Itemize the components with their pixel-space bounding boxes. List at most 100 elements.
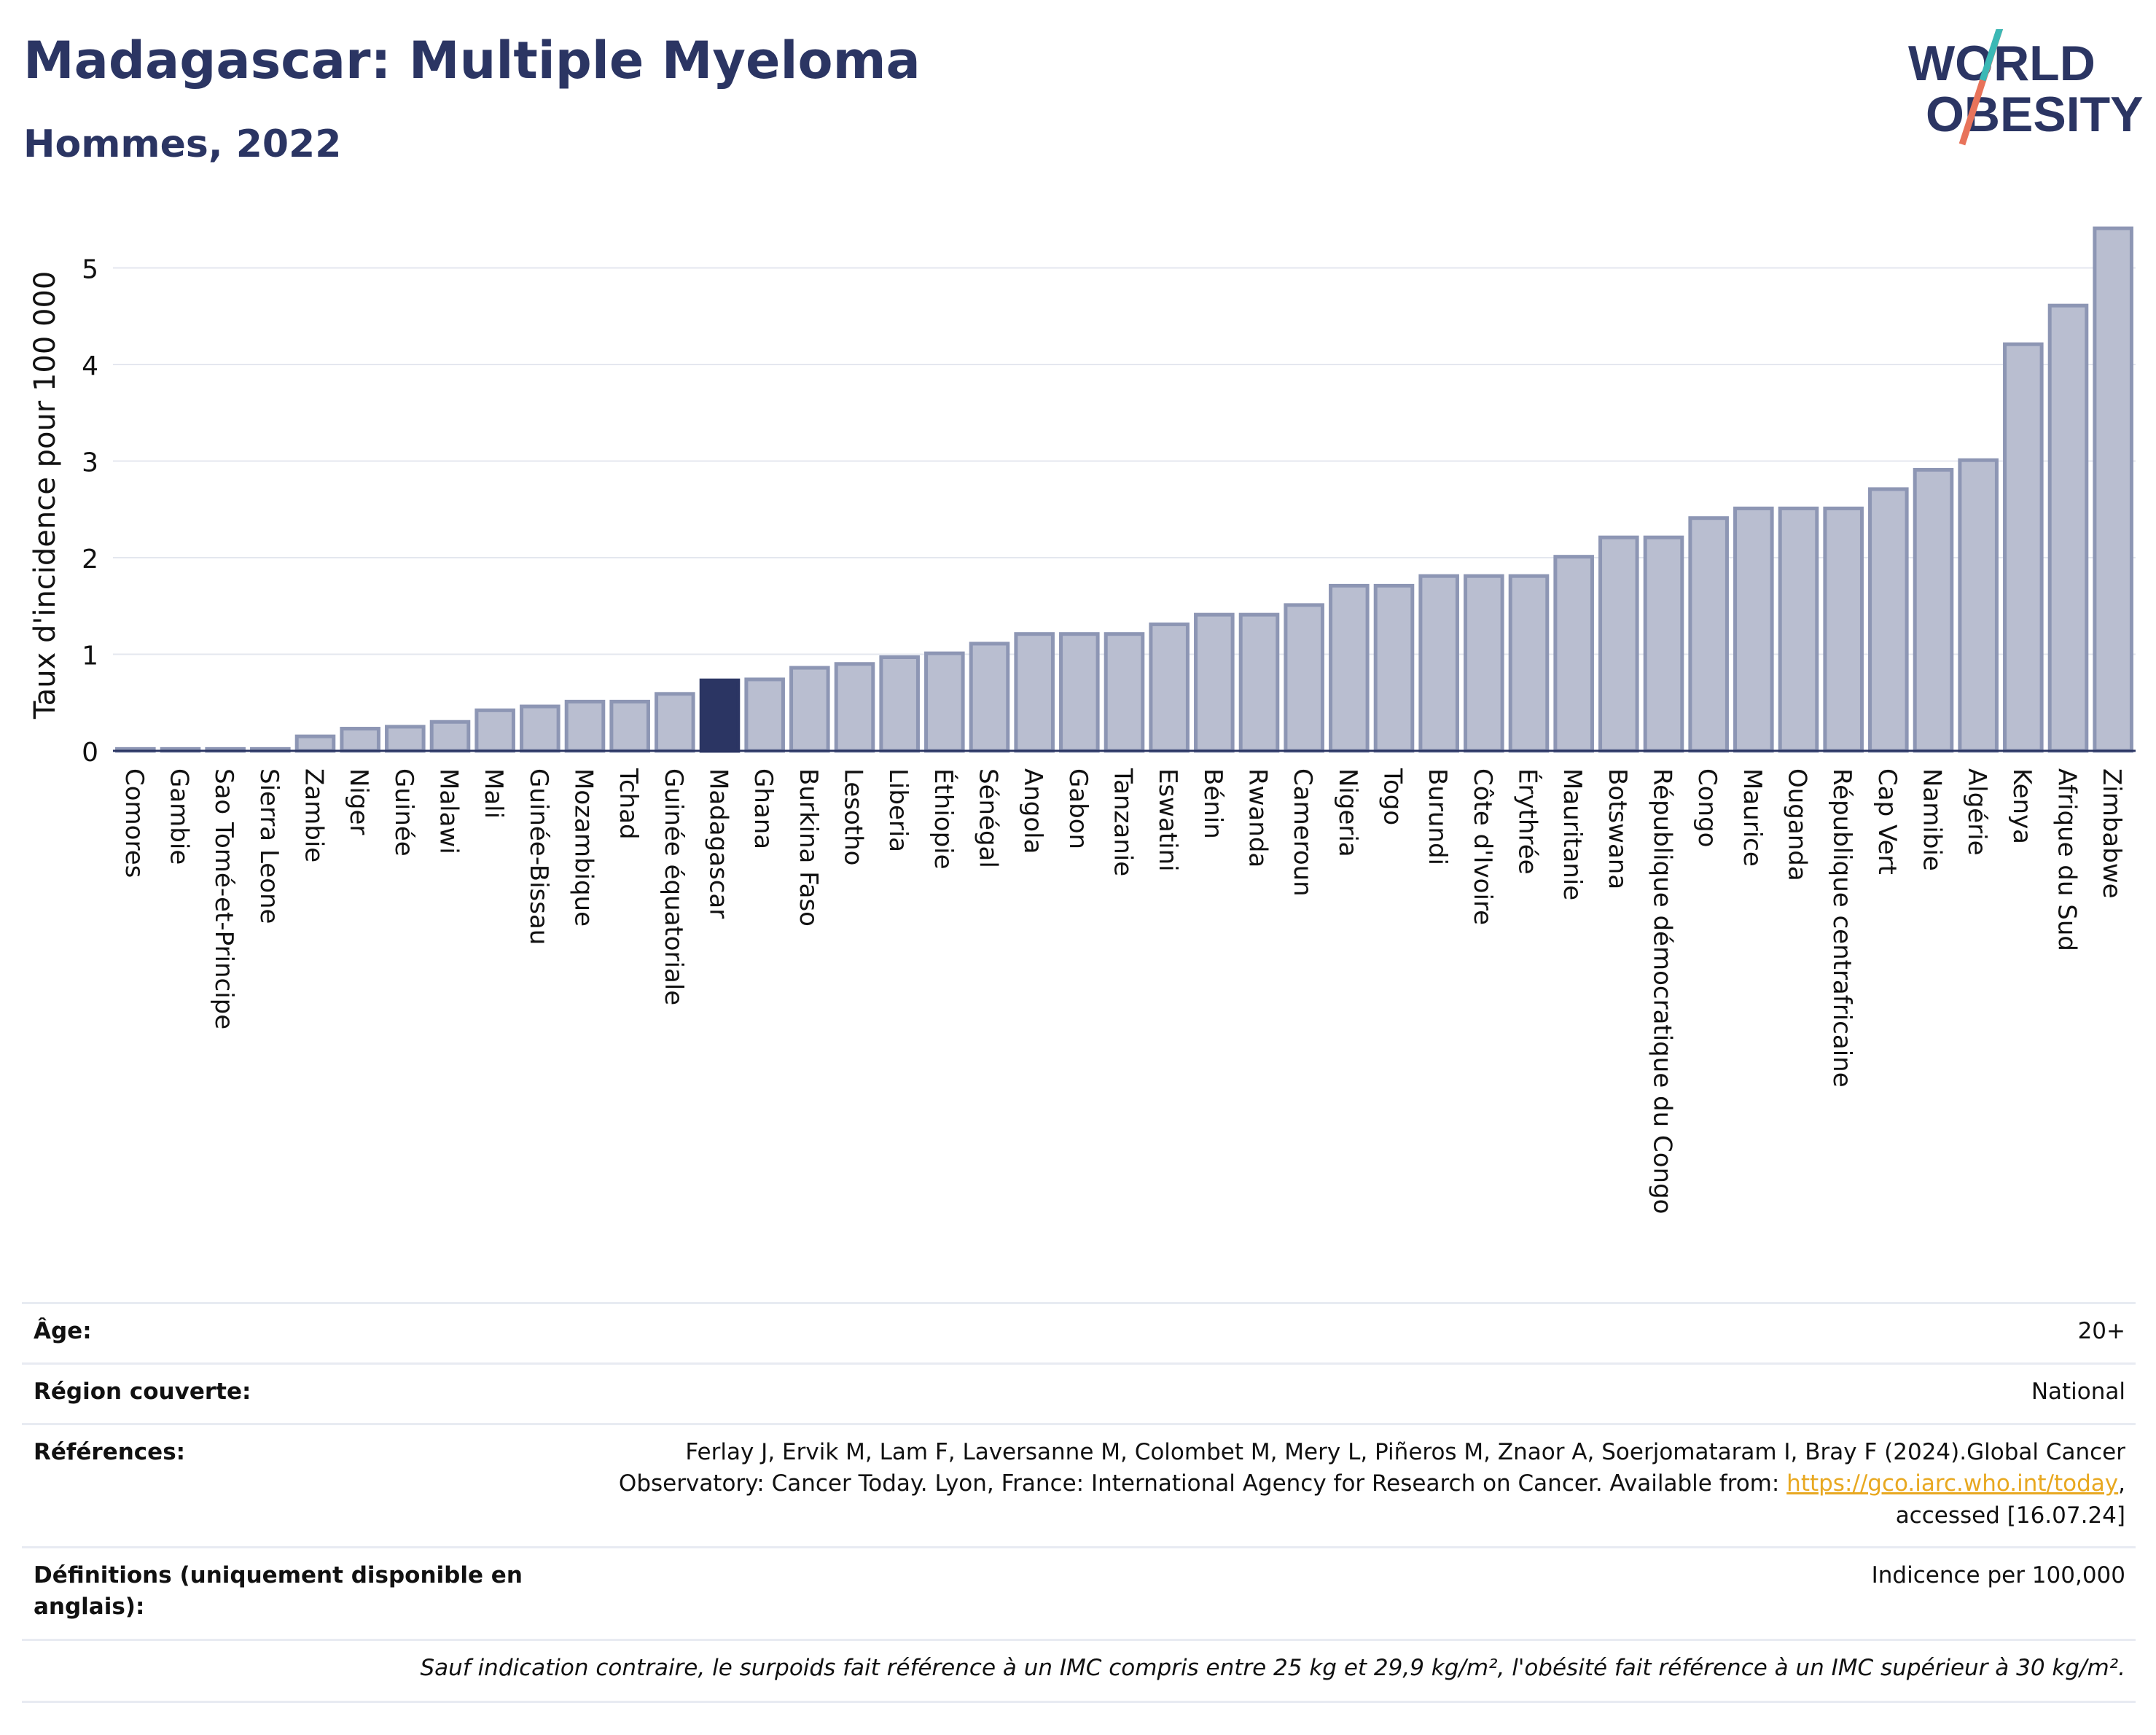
x-tick-label: Zambie — [300, 768, 329, 862]
x-tick-label: Tanzanie — [1109, 768, 1138, 876]
x-tick-label: Nigeria — [1333, 768, 1362, 857]
info-row-note: Sauf indication contraire, le surpoids f… — [22, 1639, 2136, 1701]
bar-afrique-du-sud — [2047, 303, 2089, 753]
x-tick-label: Rwanda — [1243, 768, 1273, 868]
bar-lesotho — [834, 662, 875, 753]
info-table: Âge: 20+ Région couverte: National Référ… — [22, 1302, 2136, 1703]
world-obesity-logo: WORLD OBESITY — [1908, 29, 2143, 146]
x-tick-label: République démocratique du Congo — [1648, 768, 1677, 1214]
bar-congo — [1688, 516, 1729, 753]
bar-ghana — [744, 677, 785, 753]
x-tick-label: Sierra Leone — [254, 768, 284, 924]
bar-burkina-faso — [789, 666, 830, 753]
page-subtitle: Hommes, 2022 — [23, 122, 342, 166]
bar-mauritanie — [1553, 555, 1594, 753]
x-tick-label: Guinée-Bissau — [524, 768, 553, 945]
bar--thiopie — [924, 651, 965, 753]
y-tick-label: 1 — [82, 642, 98, 671]
x-tick-label: Guinée équatoriale — [659, 768, 688, 1005]
references-text: Ferlay J, Ervik M, Lam F, Laversanne M, … — [618, 1439, 2125, 1497]
x-tick-label: Afrique du Sud — [2053, 768, 2082, 951]
bar-tchad — [609, 699, 650, 753]
references-label: Références: — [34, 1439, 186, 1465]
bar-botswana — [1598, 535, 1639, 753]
x-tick-label: Ouganda — [1783, 768, 1812, 881]
y-axis-label: Taux d'incidence pour 100 000 — [28, 271, 62, 720]
y-tick-label: 3 — [82, 448, 98, 478]
y-tick-label: 5 — [82, 255, 98, 285]
definitions-value: Indicence per 100,000 — [1871, 1562, 2125, 1588]
age-value: 20+ — [2077, 1318, 2125, 1344]
bar-guin-e — [385, 725, 426, 753]
bar-r-publique-d-mocratique-du-congo — [1643, 535, 1684, 753]
bar-s-n-gal — [969, 642, 1010, 753]
bar-gabon — [1059, 632, 1100, 753]
bar-maurice — [1733, 506, 1774, 753]
x-tick-label: Érythrée — [1513, 768, 1543, 875]
logo-line2: OBESITY — [1926, 87, 2143, 142]
bar-togo — [1373, 583, 1415, 753]
x-tick-label: Liberia — [883, 768, 913, 852]
bar-rwanda — [1238, 612, 1280, 753]
info-row-region: Région couverte: National — [22, 1362, 2136, 1423]
x-tick-label: République centrafricaine — [1827, 768, 1856, 1088]
bar-guin-e-quatoriale — [655, 692, 695, 753]
x-tick-label: Bénin — [1198, 768, 1227, 839]
bar-burundi — [1418, 574, 1459, 753]
x-tick-label: Côte d'Ivoire — [1468, 768, 1497, 925]
bar-tanzanie — [1104, 632, 1145, 753]
bar-zambie — [294, 734, 336, 753]
info-row-age: Âge: 20+ — [22, 1302, 2136, 1362]
bar-c-te-d-ivoire — [1464, 574, 1504, 753]
bar-ouganda — [1778, 506, 1819, 753]
bar-cap-vert — [1868, 487, 1909, 753]
info-row-definitions: Définitions (uniquement disponible en an… — [22, 1546, 2136, 1639]
x-tick-label: Zimbabwe — [2097, 768, 2126, 899]
x-axis-labels: Comores Gambie Sao Tomé-et-Principe Sierra … — [120, 768, 2126, 1214]
logo-line1: WORLD — [1908, 36, 2096, 91]
y-axis-ticks: 0 1 2 3 4 5 — [82, 255, 98, 768]
x-tick-label: Éthiopie — [929, 768, 958, 870]
x-tick-label: Niger — [344, 768, 373, 835]
x-tick-label: Namibie — [1918, 768, 1947, 871]
bar-chart: 0 1 2 3 4 5 Comores Gambie Sao Tomé-et-Principe… — [28, 226, 2136, 1214]
references-suffix: , accessed [16.07.24] — [1895, 1470, 2125, 1529]
info-row-references: Références: Ferlay J, Ervik M, Lam F, La… — [22, 1423, 2136, 1546]
bar-eswatini — [1149, 622, 1190, 753]
bars — [115, 226, 2133, 753]
bar-liberia — [879, 655, 920, 753]
bar-mozambique — [564, 699, 606, 753]
x-tick-label: Tchad — [614, 768, 643, 840]
x-tick-label: Maurice — [1738, 768, 1767, 867]
x-tick-label: Burkina Faso — [794, 768, 823, 927]
x-tick-label: Togo — [1378, 768, 1407, 825]
x-tick-label: Botswana — [1603, 768, 1632, 889]
x-tick-label: Sao Tomé-et-Principe — [209, 768, 238, 1029]
x-tick-label: Angola — [1018, 768, 1047, 854]
y-tick-label: 2 — [82, 545, 98, 574]
x-tick-label: Algérie — [1962, 768, 1991, 856]
x-tick-label: Lesotho — [839, 768, 868, 865]
x-tick-label: Gabon — [1063, 768, 1093, 849]
region-value: National — [2031, 1379, 2125, 1405]
bar-nigeria — [1329, 583, 1370, 753]
references-link[interactable]: https://gco.iarc.who.int/today — [1786, 1470, 2119, 1497]
bar-r-publique-centrafricaine — [1823, 506, 1864, 753]
definitions-label: Définitions (uniquement disponible en an… — [34, 1562, 523, 1621]
x-tick-label: Burundi — [1423, 768, 1452, 865]
bar-alg-rie — [1958, 458, 1999, 753]
age-label: Âge: — [34, 1318, 92, 1344]
logo-slash-upper — [1979, 29, 2004, 82]
references-value: Ferlay J, Ervik M, Lam F, Laversanne M, … — [595, 1437, 2125, 1532]
bar-guin-e-bissau — [520, 704, 561, 753]
bar--rythr-e — [1508, 574, 1550, 753]
x-tick-label: Mozambique — [569, 768, 598, 927]
x-tick-label: Mali — [479, 768, 508, 819]
bar-malawi — [429, 720, 471, 753]
bar-b-nin — [1194, 612, 1235, 753]
y-tick-label: 0 — [82, 738, 98, 768]
bar-madagascar — [699, 678, 741, 753]
bar-mali — [474, 708, 515, 753]
x-tick-label: Madagascar — [704, 768, 733, 919]
x-tick-label: Comores — [120, 768, 149, 878]
